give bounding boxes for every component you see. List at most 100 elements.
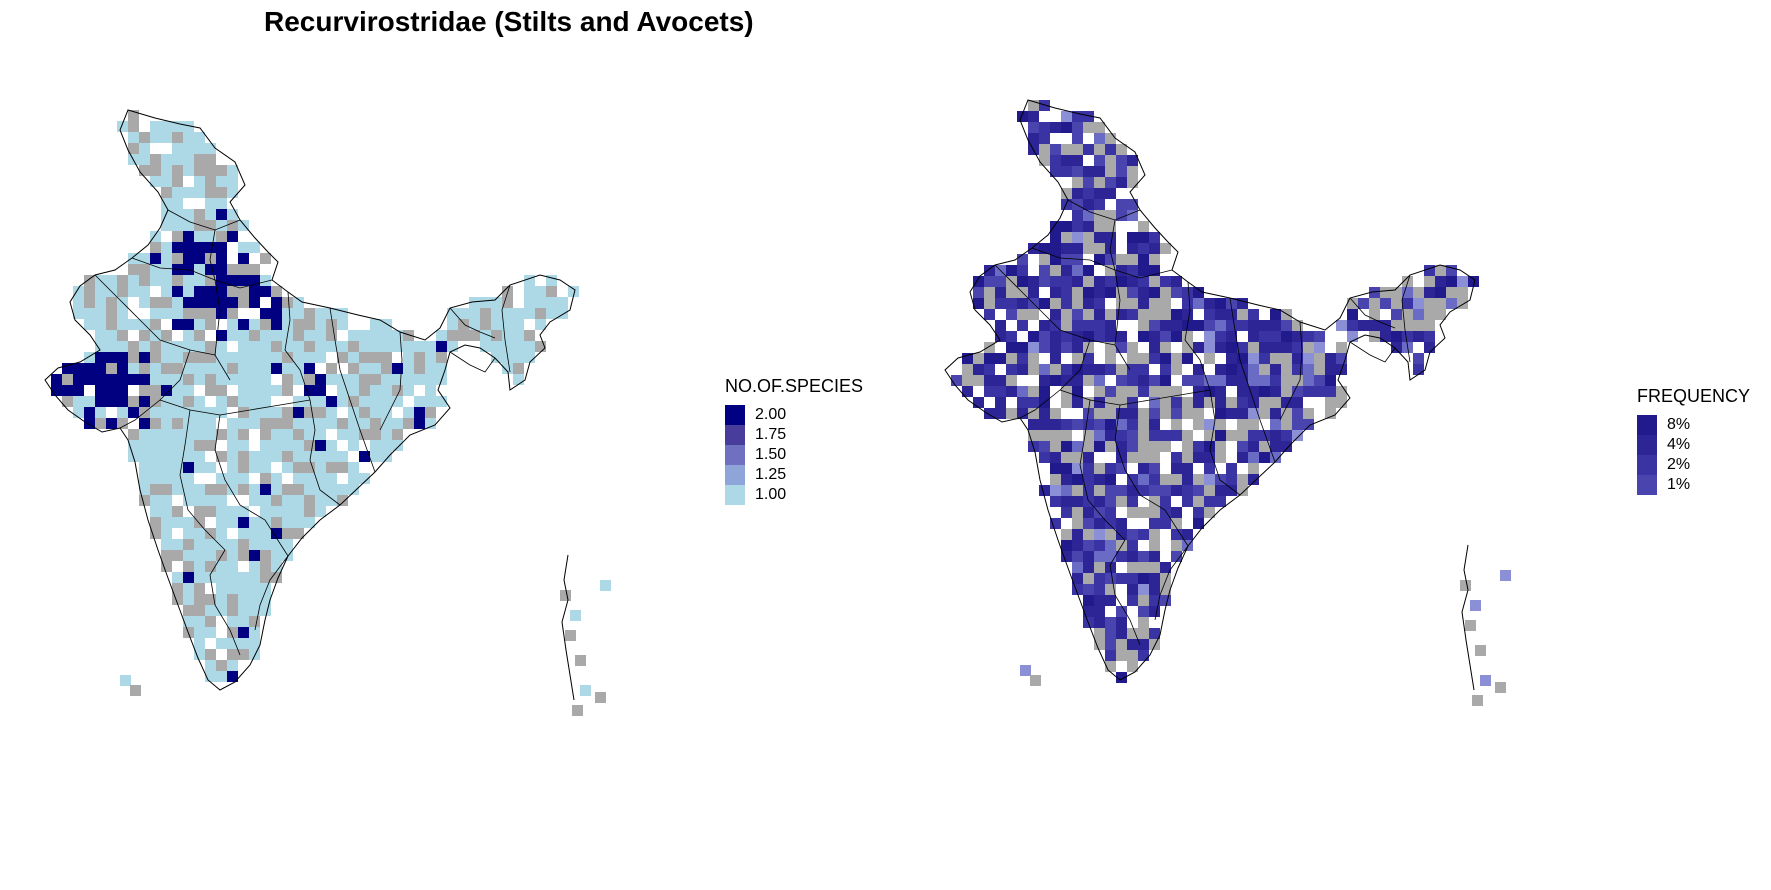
grid-cell <box>1072 122 1083 133</box>
grid-cell <box>1094 188 1105 199</box>
grid-cell <box>502 297 513 308</box>
grid-cell <box>139 165 150 176</box>
grid-cell <box>1083 573 1094 584</box>
grid-cell <box>205 495 216 506</box>
grid-cell <box>1017 309 1028 320</box>
grid-cell <box>161 121 172 132</box>
grid-cell <box>535 308 546 319</box>
grid-cell <box>1160 408 1171 419</box>
species-count-legend: NO.OF.SPECIES 2.00 1.75 1.50 1.25 1.00 <box>725 376 863 505</box>
grid-cell <box>513 319 524 330</box>
grid-cell <box>1094 518 1105 529</box>
grid-cell <box>984 287 995 298</box>
grid-cell <box>238 363 249 374</box>
grid-cell <box>381 451 392 462</box>
grid-cell <box>1116 408 1127 419</box>
grid-cell <box>161 484 172 495</box>
grid-cell <box>1105 287 1116 298</box>
grid-cell <box>1149 606 1160 617</box>
grid-cell <box>1083 243 1094 254</box>
grid-cell <box>1182 353 1193 364</box>
grid-cell <box>1138 507 1149 518</box>
grid-cell <box>1105 584 1116 595</box>
grid-cell <box>249 286 260 297</box>
grid-cell <box>1127 342 1138 353</box>
grid-cell <box>1303 408 1314 419</box>
grid-cell <box>1325 353 1336 364</box>
grid-cell <box>216 231 227 242</box>
grid-cell <box>84 286 95 297</box>
grid-cell <box>1083 111 1094 122</box>
grid-cell <box>172 572 183 583</box>
grid-cell <box>205 176 216 187</box>
grid-cell <box>260 407 271 418</box>
grid-cell <box>1017 276 1028 287</box>
grid-cell <box>1094 254 1105 265</box>
grid-cell <box>1237 364 1248 375</box>
grid-cell <box>1347 331 1358 342</box>
grid-cell <box>1413 298 1424 309</box>
grid-cell <box>1270 331 1281 342</box>
grid-cell <box>1116 166 1127 177</box>
grid-cell <box>1039 441 1050 452</box>
grid-cell <box>216 495 227 506</box>
grid-cell <box>172 429 183 440</box>
grid-cell <box>425 352 436 363</box>
grid-cell <box>95 374 106 385</box>
grid-cell <box>238 286 249 297</box>
grid-cell <box>1193 518 1204 529</box>
grid-cell <box>425 385 436 396</box>
grid-cell <box>535 297 546 308</box>
grid-cell <box>1204 441 1215 452</box>
grid-cell <box>1303 386 1314 397</box>
grid-cell <box>183 352 194 363</box>
grid-cell <box>117 275 128 286</box>
grid-cell <box>1138 254 1149 265</box>
grid-cell <box>172 253 183 264</box>
grid-cell <box>194 451 205 462</box>
grid-cell <box>227 660 238 671</box>
grid-cell <box>150 132 161 143</box>
grid-cell <box>1402 298 1413 309</box>
grid-cell <box>172 363 183 374</box>
grid-cell <box>1270 353 1281 364</box>
grid-cell <box>1127 650 1138 661</box>
grid-cell <box>1127 452 1138 463</box>
grid-cell <box>194 275 205 286</box>
grid-cell <box>183 583 194 594</box>
grid-cell <box>1072 518 1083 529</box>
grid-cell <box>425 418 436 429</box>
grid-cell <box>117 396 128 407</box>
grid-cell <box>1105 232 1116 243</box>
state-boundary <box>179 409 226 551</box>
grid-cell <box>480 330 491 341</box>
grid-cell <box>1171 353 1182 364</box>
grid-cell <box>1281 430 1292 441</box>
grid-cell <box>1039 430 1050 441</box>
grid-cell <box>1061 298 1072 309</box>
grid-cell <box>1094 386 1105 397</box>
grid-cell <box>1259 353 1270 364</box>
grid-cell <box>84 297 95 308</box>
grid-cell <box>293 407 304 418</box>
grid-cell <box>183 451 194 462</box>
grid-cell <box>205 616 216 627</box>
grid-cell <box>1281 320 1292 331</box>
grid-cell <box>1281 408 1292 419</box>
grid-cell <box>172 451 183 462</box>
grid-cell <box>1094 133 1105 144</box>
grid-cell <box>1094 364 1105 375</box>
grid-cell <box>117 286 128 297</box>
grid-cell <box>995 298 1006 309</box>
grid-cell <box>1149 419 1160 430</box>
grid-cell <box>984 265 995 276</box>
grid-cell <box>403 330 414 341</box>
grid-cell <box>337 462 348 473</box>
grid-cell <box>150 242 161 253</box>
grid-cell <box>1017 111 1028 122</box>
grid-cell <box>161 264 172 275</box>
grid-cell <box>436 330 447 341</box>
grid-cell <box>117 385 128 396</box>
grid-cell <box>1116 276 1127 287</box>
grid-cell <box>337 341 348 352</box>
